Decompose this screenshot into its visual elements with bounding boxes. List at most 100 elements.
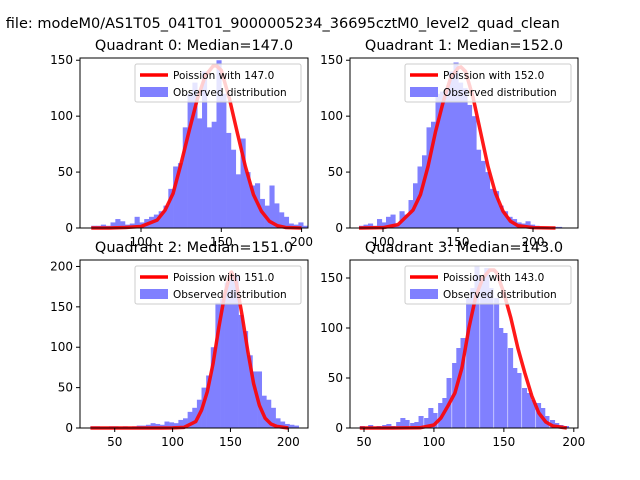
hist-bar	[211, 121, 217, 228]
hist-bar	[192, 407, 198, 428]
legend-observed-swatch	[410, 289, 438, 299]
hist-bar	[498, 328, 504, 428]
hist-bar	[275, 418, 281, 428]
hist-bar	[404, 420, 410, 428]
legend-box	[404, 265, 572, 305]
legend-box	[134, 63, 302, 103]
hist-bar	[173, 423, 179, 428]
hist-bar	[377, 219, 383, 228]
hist-bar	[280, 421, 286, 428]
axes-frame	[349, 259, 579, 429]
hist-bar	[460, 338, 466, 428]
subplot-title: Quadrant 1: Median=152.0	[365, 38, 563, 54]
x-tick-label: 100	[422, 435, 445, 449]
hist-bar	[435, 93, 441, 228]
hist-bar	[525, 221, 531, 228]
hist-bar	[494, 191, 500, 228]
hist-bar	[498, 205, 504, 228]
hist-bar	[456, 348, 462, 428]
hist-bar	[453, 62, 459, 229]
hist-bar	[526, 393, 532, 428]
subplot-0: 100 150 200 0 50 100 150 Poission with 147.0 Obs…	[50, 38, 313, 249]
hist-bar	[557, 226, 563, 228]
hist-bar	[474, 266, 480, 428]
hist-bar	[247, 355, 253, 428]
hist-bar	[488, 288, 494, 428]
subplot-2: 50 100 150 200 0 50 100 150 200 Poission with 151…	[50, 240, 309, 449]
hist-bar	[173, 166, 179, 228]
hist-bar	[158, 211, 164, 228]
hist-bar	[177, 163, 184, 228]
hist-bar	[288, 223, 294, 228]
hist-bar	[404, 214, 410, 228]
y-tick-label: 0	[65, 221, 73, 235]
legend-box	[134, 265, 302, 305]
hist-bar	[235, 174, 241, 228]
hist-bar	[150, 423, 156, 428]
hist-bar	[221, 93, 227, 228]
x-tick-label: 150	[492, 435, 515, 449]
hist-bar	[426, 127, 432, 228]
hist-bar	[210, 347, 216, 428]
hist-bar	[381, 222, 387, 228]
y-tick-label: 150	[50, 53, 73, 67]
axes-frame	[79, 259, 309, 429]
hist-bar	[449, 71, 455, 228]
y-tick-label: 100	[50, 340, 73, 354]
hist-bar	[516, 373, 522, 428]
hist-bar	[183, 418, 188, 428]
hist-bar	[400, 418, 406, 428]
hist-bar	[206, 127, 212, 228]
hist-bar	[414, 422, 420, 428]
y-tick-label: 150	[50, 300, 73, 314]
legend: Poission with 147.0 Observed distribution	[134, 63, 302, 103]
x-tick-label: 200	[277, 435, 300, 449]
hist-bar	[182, 127, 188, 228]
subplot-title: Quadrant 0: Median=147.0	[95, 38, 293, 54]
hist-bar	[279, 212, 285, 228]
hist-bar	[252, 371, 258, 428]
hist-bar	[134, 216, 140, 228]
y-tick-label: 0	[335, 221, 343, 235]
hist-bar	[440, 91, 446, 228]
hist-bar	[192, 82, 198, 229]
legend-observed-label: Observed distribution	[173, 289, 287, 301]
legend: Poission with 152.0 Observed distribution	[404, 63, 572, 103]
hist-bar	[230, 149, 237, 228]
hist-bar	[471, 116, 477, 228]
hist-bar	[270, 407, 276, 428]
hist-bar	[424, 418, 430, 428]
hist-bar	[229, 274, 235, 428]
legend-observed-swatch	[140, 87, 168, 97]
axes-frame	[79, 57, 309, 229]
hist-bar	[169, 422, 175, 428]
legend-poisson-label: Poission with 143.0	[443, 272, 544, 284]
x-tick-label: 50	[107, 435, 122, 449]
hist-bar	[110, 222, 116, 228]
axes-frame	[349, 57, 579, 229]
y-tick-label: 100	[320, 321, 343, 335]
hist-bar	[226, 132, 232, 228]
hist-bar	[274, 203, 280, 228]
y-tick-label: 50	[328, 165, 343, 179]
figure-title: n file: modeM0/AS1T05_041T01_9000005234_…	[0, 16, 560, 32]
hist-bar	[120, 221, 126, 228]
hist-bar	[386, 424, 392, 428]
y-tick-label: 50	[58, 381, 73, 395]
hist-bar	[489, 188, 495, 228]
hist-bar	[178, 419, 184, 428]
hist-bar	[386, 216, 392, 228]
hist-bar	[215, 302, 221, 428]
hist-bar	[368, 223, 374, 228]
hist-bar	[269, 185, 275, 228]
y-tick-label: 150	[320, 271, 343, 285]
hist-bar	[530, 400, 536, 428]
hist-bar	[428, 408, 434, 428]
legend: Poission with 151.0 Observed distribution	[134, 265, 302, 305]
hist-bar	[220, 298, 225, 428]
x-tick-label: 200	[562, 435, 585, 449]
hist-bar	[197, 118, 203, 228]
hist-bar	[202, 71, 208, 228]
x-tick-label: 200	[290, 235, 313, 249]
x-tick-label: 150	[210, 235, 233, 249]
